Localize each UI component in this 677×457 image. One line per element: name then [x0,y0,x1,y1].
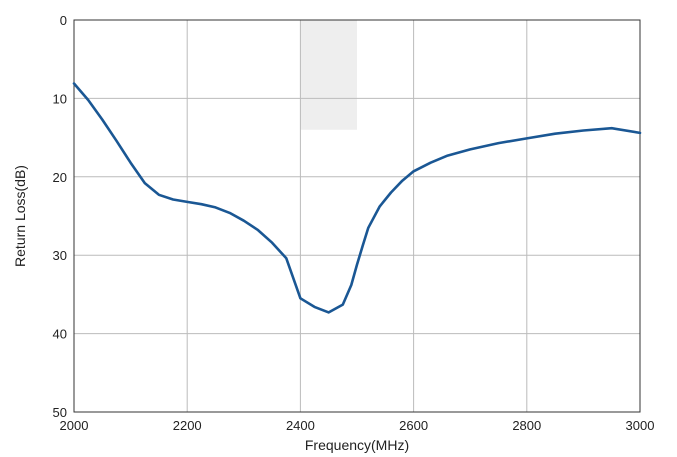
y-tick-label: 0 [60,13,67,28]
x-axis-title: Frequency(MHz) [305,437,409,453]
y-tick-label: 10 [53,91,67,106]
x-tick-label: 3000 [626,418,655,433]
plot-area-frame [73,19,641,413]
x-tick-label: 2400 [286,418,315,433]
x-tick-label: 2200 [173,418,202,433]
highlight-band [300,20,357,130]
series-line-0 [72,82,642,314]
y-tick-label: 30 [53,248,67,263]
y-axis-title: Return Loss(dB) [12,165,28,267]
y-tick-label: 40 [53,327,67,342]
y-tick-label: 20 [53,170,67,185]
x-tick-label: 2000 [60,418,89,433]
x-tick-label: 2600 [399,418,428,433]
x-axis-tick-labels: 2000 2200 2400 2600 2800 3000 [60,418,655,433]
y-tick-label: 50 [53,405,67,420]
x-tick-label: 2800 [512,418,541,433]
highlight-band-layer [300,20,357,130]
series-layer [72,82,642,314]
y-axis-tick-labels: 0 10 20 30 40 50 [53,13,67,420]
